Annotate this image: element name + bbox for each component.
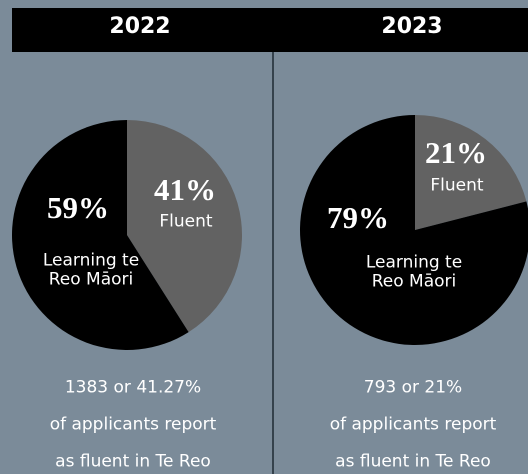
pie-slice <box>11 120 189 350</box>
caption-line: of applicants report <box>329 414 497 435</box>
caption-line: of applicants report <box>49 414 217 435</box>
header-bar <box>12 8 528 52</box>
slice-category-label: Learning te Reo Māori <box>42 250 140 289</box>
pie-slice <box>127 120 243 333</box>
slice-value-label: 41% <box>154 171 216 207</box>
pie-slice <box>415 115 527 230</box>
slice-category-label: Fluent <box>430 175 484 196</box>
slice-category-label: Learning te Reo Māori <box>365 252 463 291</box>
slice-category-label: Fluent <box>159 211 213 232</box>
caption-line: as fluent in Te Reo <box>335 451 491 472</box>
year-heading: 2022 <box>109 14 171 39</box>
year-heading: 2023 <box>381 14 443 39</box>
pie-slice <box>300 115 528 345</box>
caption-line: 793 or 21% <box>363 377 463 398</box>
slice-value-label: 21% <box>425 134 487 170</box>
slice-value-label: 59% <box>47 189 109 225</box>
slice-value-label: 79% <box>327 199 389 235</box>
caption-line: as fluent in Te Reo <box>55 451 211 472</box>
caption-line: 1383 or 41.27% <box>64 377 202 398</box>
